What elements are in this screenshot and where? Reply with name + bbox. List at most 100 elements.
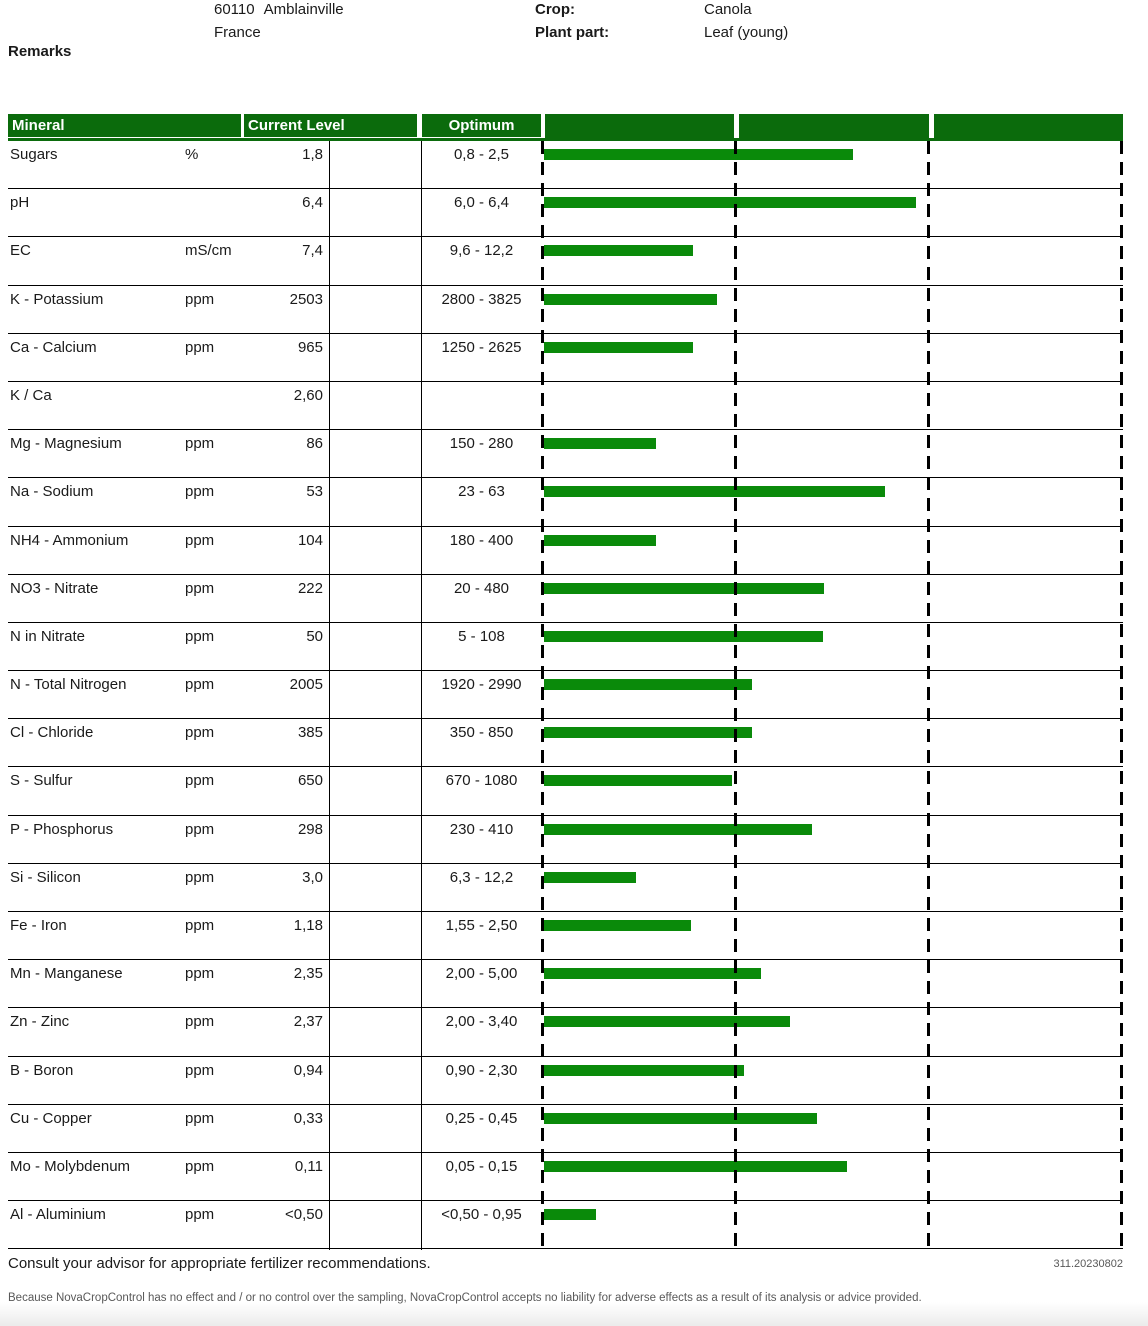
mineral-name: Sugars xyxy=(10,146,58,163)
current-level-value: 7,4 xyxy=(302,242,323,260)
table-row: NO3 - Nitrate ppm 222 20 - 480 xyxy=(8,575,1123,623)
chart-header-segment-low xyxy=(545,114,734,140)
current-level-value: 0,11 xyxy=(294,1157,323,1175)
current-level-value: 965 xyxy=(297,338,323,356)
mineral-name: Ca - Calcium xyxy=(10,338,97,356)
table-row: Al - Aluminium ppm <0,50 <0,50 - 0,95 xyxy=(8,1201,1123,1250)
table-row: Na - Sodium ppm 53 23 - 63 xyxy=(8,478,1123,527)
current-level-value: 2005 xyxy=(289,676,323,694)
current-level-value: 1,18 xyxy=(293,917,323,934)
current-level-value: 0,33 xyxy=(293,1109,323,1127)
current-level-value: 650 xyxy=(297,772,323,790)
mineral-unit: ppm xyxy=(185,1206,215,1224)
table-row: Cu - Copper ppm 0,33 0,25 - 0,45 xyxy=(8,1105,1123,1153)
mineral-name: Cu - Copper xyxy=(10,1109,92,1127)
level-bar xyxy=(544,920,691,931)
optimum-range: 350 - 850 xyxy=(449,724,514,742)
mineral-unit: ppm xyxy=(185,868,215,886)
table-row: EC mS/cm 7,4 9,6 - 12,2 xyxy=(8,237,1123,286)
current-level-value: 86 xyxy=(306,435,323,453)
current-level-value: <0,50 xyxy=(285,1206,323,1224)
grid-vline-current xyxy=(329,141,331,1250)
optimum-range: 20 - 480 xyxy=(453,579,510,597)
grid-vline-optimum xyxy=(421,141,423,1250)
optimum-range: 1250 - 2625 xyxy=(441,338,522,356)
chart-gridline-1 xyxy=(734,141,737,1250)
optimum-range: 2800 - 3825 xyxy=(441,290,522,308)
table-row: P - Phosphorus ppm 298 230 - 410 xyxy=(8,816,1123,864)
postal-code: 60110 xyxy=(214,1,255,18)
current-level-value: 2,60 xyxy=(293,386,323,404)
table-row: Ca - Calcium ppm 965 1250 - 2625 xyxy=(8,334,1123,382)
optimum-range: 150 - 280 xyxy=(449,435,514,453)
optimum-range: 6,3 - 12,2 xyxy=(449,868,514,886)
mineral-unit: ppm xyxy=(185,579,215,597)
table-row: B - Boron ppm 0,94 0,90 - 2,30 xyxy=(8,1057,1123,1105)
table-row: NH4 - Ammonium ppm 104 180 - 400 xyxy=(8,527,1123,575)
level-bar xyxy=(544,245,693,257)
table-row: S - Sulfur ppm 650 670 - 1080 xyxy=(8,767,1123,816)
chart-gridline-0 xyxy=(541,141,544,1250)
optimum-range: 1,55 - 2,50 xyxy=(445,917,518,934)
mineral-name: P - Phosphorus xyxy=(10,820,114,838)
plant-part-label: Plant part: xyxy=(535,24,610,41)
report-code: 311.20230802 xyxy=(1053,1258,1123,1270)
level-bar xyxy=(544,823,813,835)
current-level-value: 222 xyxy=(297,579,323,597)
mineral-unit: ppm xyxy=(185,820,215,838)
mineral-unit: ppm xyxy=(185,772,215,790)
chart-gridline-2 xyxy=(927,141,930,1250)
mineral-unit: % xyxy=(185,146,199,163)
table-row: Zn - Zinc ppm 2,37 2,00 - 3,40 xyxy=(8,1008,1123,1057)
level-bar xyxy=(544,1112,817,1124)
mineral-unit: mS/cm xyxy=(185,242,232,260)
level-bar xyxy=(544,197,917,209)
level-bar xyxy=(544,1209,597,1221)
column-header-current-level: Current Level xyxy=(244,114,417,137)
optimum-range: 0,90 - 2,30 xyxy=(445,1061,518,1079)
mineral-name: Na - Sodium xyxy=(10,483,94,501)
table-row: N - Total Nitrogen ppm 2005 1920 - 2990 xyxy=(8,671,1123,720)
optimum-range: <0,50 - 0,95 xyxy=(441,1206,522,1224)
mineral-unit: ppm xyxy=(185,1013,215,1031)
country: France xyxy=(214,24,261,41)
level-bar xyxy=(544,1160,847,1172)
optimum-range: 0,25 - 0,45 xyxy=(445,1109,518,1127)
plant-part-value: Leaf (young) xyxy=(704,24,789,41)
mineral-unit: ppm xyxy=(185,338,215,356)
optimum-range: 0,8 - 2,5 xyxy=(453,146,510,163)
mineral-name: N in Nitrate xyxy=(10,627,86,645)
level-bar xyxy=(544,534,657,546)
level-bar xyxy=(544,871,636,883)
address-line: 60110 Amblainville xyxy=(214,1,344,18)
mineral-unit: ppm xyxy=(185,1157,215,1175)
level-bar xyxy=(544,1064,744,1076)
chart-header-segment-high xyxy=(934,114,1123,140)
mineral-unit: ppm xyxy=(185,1061,215,1079)
optimum-range: 2,00 - 5,00 xyxy=(445,965,518,983)
table-row: Sugars % 1,8 0,8 - 2,5 xyxy=(8,141,1123,190)
mineral-name: Mg - Magnesium xyxy=(10,435,122,453)
disclaimer-text: Because NovaCropControl has no effect an… xyxy=(8,1292,922,1304)
mineral-name: N - Total Nitrogen xyxy=(10,676,127,694)
column-header-mineral: Mineral xyxy=(8,114,241,137)
mineral-name: EC xyxy=(10,242,31,260)
current-level-value: 2503 xyxy=(289,290,323,308)
mineral-unit: ppm xyxy=(185,676,215,694)
table-row: Cl - Chloride ppm 385 350 - 850 xyxy=(8,719,1123,768)
mineral-name: Al - Aluminium xyxy=(10,1206,106,1224)
level-bar xyxy=(544,341,694,353)
current-level-value: 3,0 xyxy=(302,868,323,886)
mineral-name: B - Boron xyxy=(10,1061,74,1079)
current-level-value: 6,4 xyxy=(302,194,323,212)
mineral-name: K - Potassium xyxy=(10,290,104,308)
current-level-value: 2,37 xyxy=(293,1013,323,1031)
mineral-unit: ppm xyxy=(185,627,215,645)
optimum-range: 23 - 63 xyxy=(458,483,505,501)
table-row: Mg - Magnesium ppm 86 150 - 280 xyxy=(8,430,1123,479)
city: Amblainville xyxy=(263,1,344,18)
remarks-label: Remarks xyxy=(8,43,72,60)
level-bar xyxy=(544,438,657,450)
optimum-range: 0,05 - 0,15 xyxy=(445,1157,518,1175)
mineral-name: Cl - Chloride xyxy=(10,724,94,742)
